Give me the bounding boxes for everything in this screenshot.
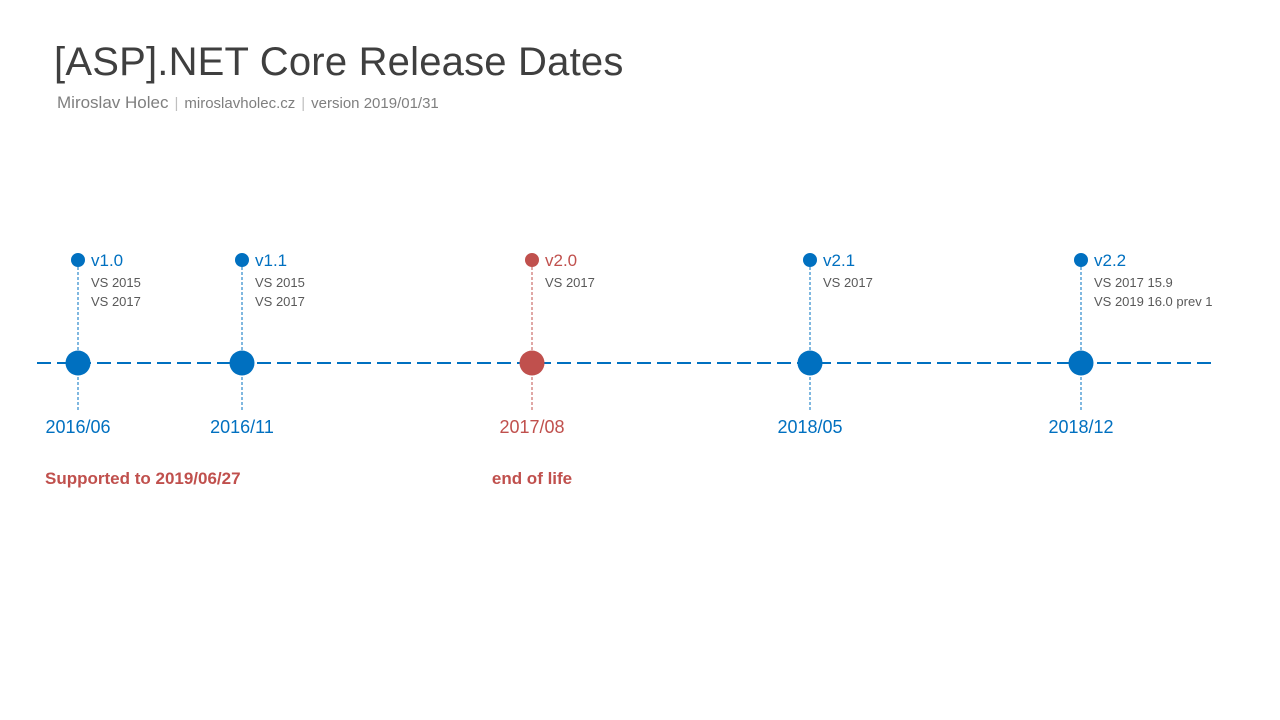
release-marker bbox=[1074, 253, 1088, 267]
release-node bbox=[229, 350, 255, 376]
website-text: miroslavholec.cz bbox=[184, 95, 296, 112]
release-version-label: v2.1 bbox=[823, 251, 855, 270]
release-tool-label: VS 2017 bbox=[823, 275, 873, 290]
release-date-label: 2017/08 bbox=[499, 417, 564, 437]
release-tool-label: VS 2015 bbox=[255, 275, 305, 290]
page-title: [ASP].NET Core Release Dates bbox=[54, 40, 624, 84]
release-date-label: 2018/12 bbox=[1048, 417, 1113, 437]
release-marker bbox=[525, 253, 539, 267]
release-version-label: v2.0 bbox=[545, 251, 577, 270]
release-tool-label: VS 2017 bbox=[545, 275, 595, 290]
subtitle: Miroslav Holec | miroslavholec.cz | version … bbox=[57, 93, 439, 113]
release-version-label: v1.1 bbox=[255, 251, 287, 270]
separator: | bbox=[174, 95, 179, 112]
release-node bbox=[519, 350, 545, 376]
release-marker bbox=[235, 253, 249, 267]
release-version-label: v2.2 bbox=[1094, 251, 1126, 270]
release-note: end of life bbox=[492, 469, 572, 488]
release-date-label: 2018/05 bbox=[777, 417, 842, 437]
release-node bbox=[797, 350, 823, 376]
release-tool-label: VS 2015 bbox=[91, 275, 141, 290]
version-text: version 2019/01/31 bbox=[311, 95, 439, 112]
release-tool-label: VS 2017 bbox=[255, 294, 305, 309]
release-note: Supported to 2019/06/27 bbox=[45, 469, 241, 488]
release-tool-label: VS 2017 15.9 bbox=[1094, 275, 1173, 290]
release-node bbox=[1068, 350, 1094, 376]
release-tool-label: VS 2019 16.0 prev 1 bbox=[1094, 294, 1213, 309]
author-name: Miroslav Holec bbox=[57, 93, 169, 112]
separator: | bbox=[301, 95, 306, 112]
release-version-label: v1.0 bbox=[91, 251, 123, 270]
release-node bbox=[65, 350, 91, 376]
release-tool-label: VS 2017 bbox=[91, 294, 141, 309]
release-marker bbox=[803, 253, 817, 267]
release-marker bbox=[71, 253, 85, 267]
release-date-label: 2016/06 bbox=[45, 417, 110, 437]
release-date-label: 2016/11 bbox=[210, 417, 274, 437]
